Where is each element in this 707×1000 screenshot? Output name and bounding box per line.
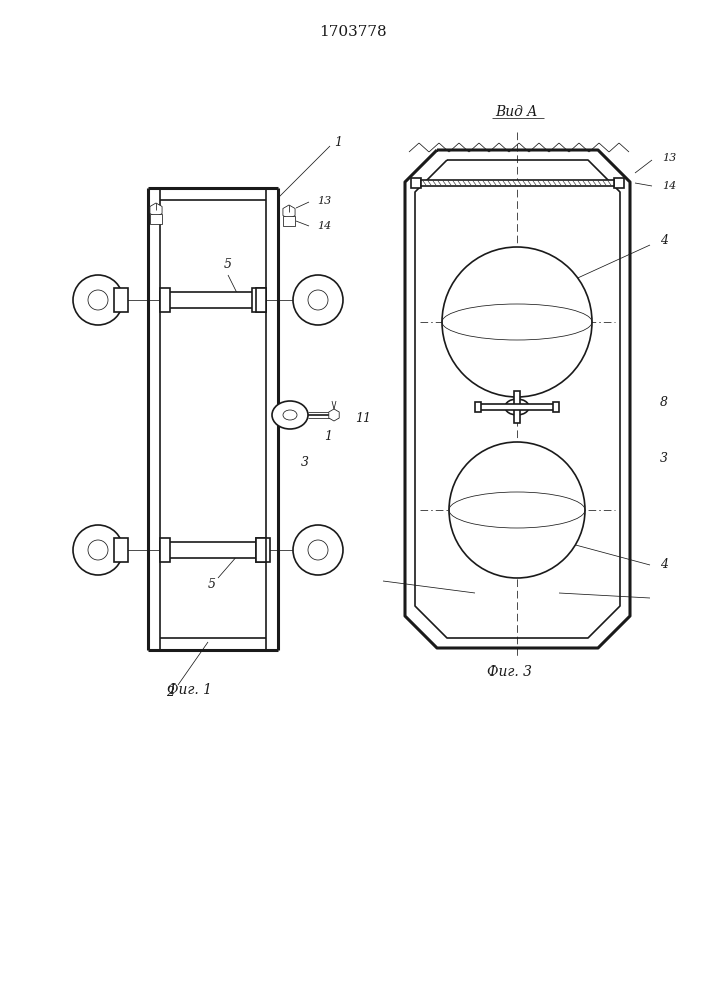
Bar — [283, 216, 295, 226]
Text: 5: 5 — [208, 578, 216, 590]
Bar — [160, 288, 170, 312]
Bar — [114, 538, 128, 562]
Text: 1: 1 — [334, 136, 342, 149]
Bar — [256, 538, 266, 562]
Bar — [514, 391, 520, 423]
Ellipse shape — [272, 401, 308, 429]
Circle shape — [73, 275, 123, 325]
Text: 8: 8 — [660, 395, 668, 408]
Ellipse shape — [505, 399, 529, 415]
Text: 13: 13 — [317, 196, 332, 206]
Text: 3: 3 — [660, 452, 668, 464]
Bar — [553, 402, 559, 412]
Bar — [475, 402, 481, 412]
Bar — [614, 178, 624, 188]
Text: Вид A: Вид A — [495, 105, 537, 119]
Bar — [252, 288, 266, 312]
Text: 3: 3 — [301, 456, 309, 470]
Circle shape — [293, 525, 343, 575]
Bar — [479, 404, 555, 410]
Text: 13: 13 — [662, 153, 677, 163]
Circle shape — [73, 525, 123, 575]
Text: 14: 14 — [317, 221, 332, 231]
Text: 11: 11 — [355, 412, 371, 426]
Circle shape — [308, 290, 328, 310]
Text: 4: 4 — [660, 558, 668, 572]
Bar — [160, 538, 170, 562]
Text: 2: 2 — [166, 686, 174, 698]
Text: 4: 4 — [660, 233, 668, 246]
Bar — [160, 292, 266, 308]
Circle shape — [88, 290, 108, 310]
Text: Фиг. 1: Фиг. 1 — [168, 683, 213, 697]
Circle shape — [449, 442, 585, 578]
Text: 14: 14 — [662, 181, 677, 191]
Circle shape — [88, 540, 108, 560]
Bar — [256, 288, 266, 312]
Bar — [411, 178, 421, 188]
Circle shape — [442, 247, 592, 397]
Circle shape — [293, 275, 343, 325]
Bar — [114, 288, 128, 312]
Text: Фиг. 3: Фиг. 3 — [488, 665, 532, 679]
Text: 1703778: 1703778 — [319, 25, 387, 39]
Bar — [160, 542, 266, 558]
Bar — [256, 538, 270, 562]
Circle shape — [308, 540, 328, 560]
Bar — [150, 214, 162, 224]
Bar — [421, 180, 614, 186]
Text: 5: 5 — [224, 258, 232, 271]
Text: 1: 1 — [324, 430, 332, 444]
